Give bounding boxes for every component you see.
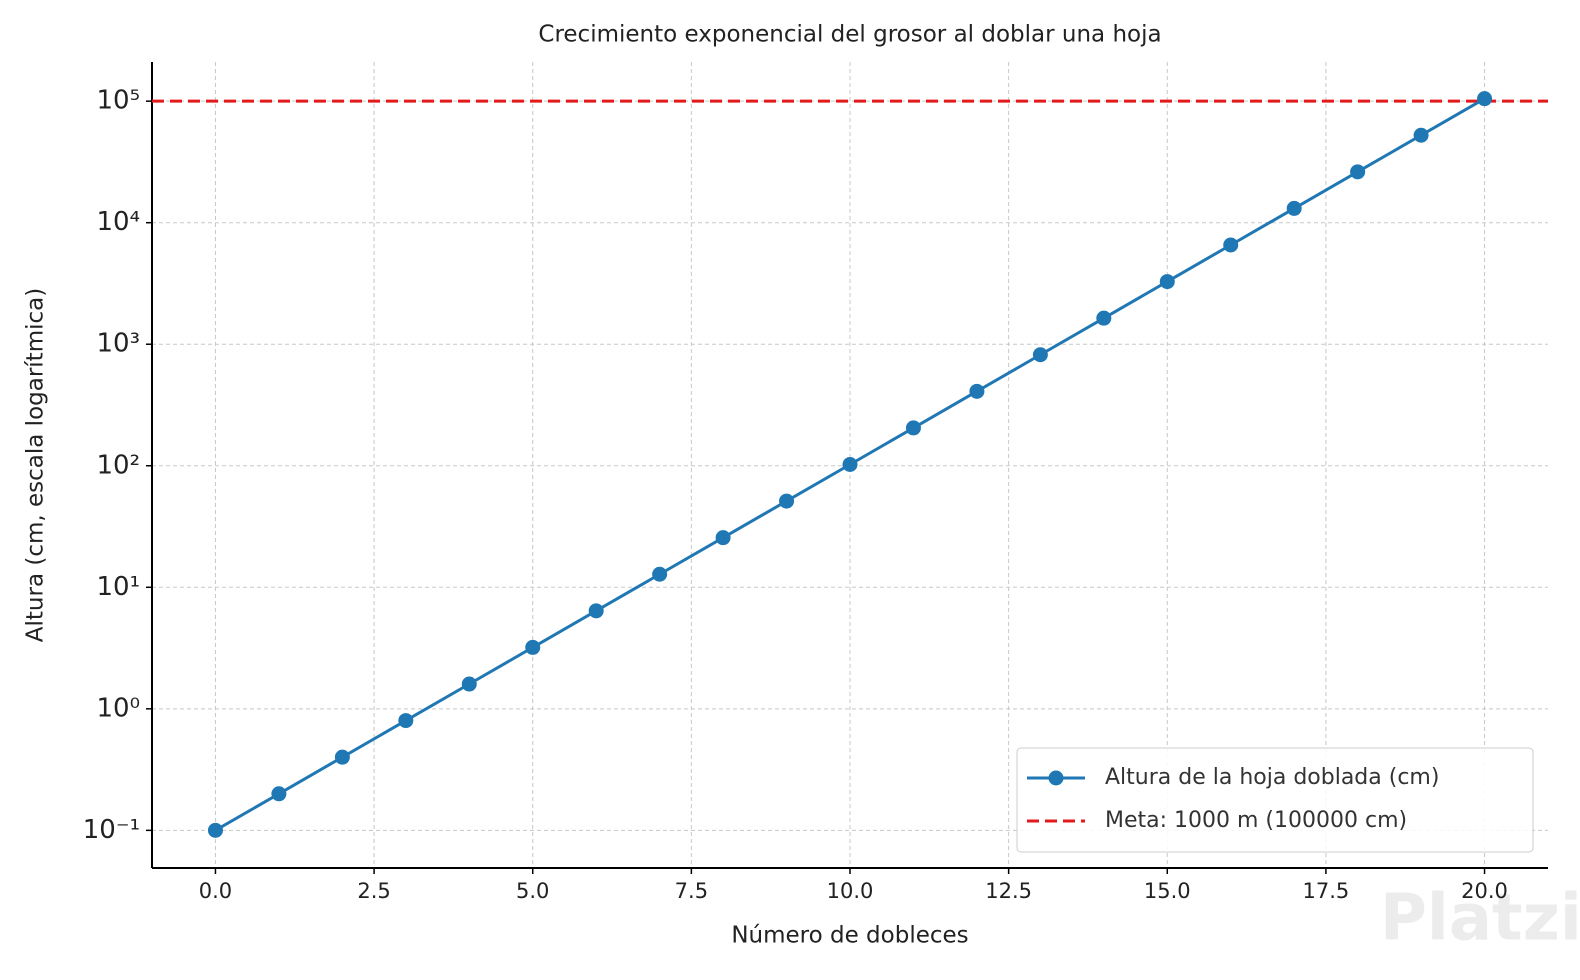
point bbox=[905, 420, 921, 436]
y-tick-label: 10² bbox=[96, 450, 140, 480]
watermark: Platzi bbox=[1380, 882, 1580, 956]
x-tick-label: 0.0 bbox=[199, 879, 232, 903]
point bbox=[652, 566, 668, 582]
point bbox=[1032, 347, 1048, 363]
point bbox=[1350, 164, 1366, 180]
point bbox=[1477, 91, 1493, 107]
point bbox=[461, 676, 477, 692]
legend-label: Altura de la hoja doblada (cm) bbox=[1105, 765, 1439, 790]
y-tick-label: 10⁴ bbox=[96, 207, 140, 237]
y-tick-label: 10³ bbox=[96, 329, 140, 359]
point bbox=[398, 713, 414, 729]
y-tick-label: 10⁻¹ bbox=[83, 815, 140, 845]
x-tick-label: 10.0 bbox=[827, 879, 874, 903]
point bbox=[715, 530, 731, 546]
x-tick-label: 7.5 bbox=[675, 879, 708, 903]
point bbox=[1096, 310, 1112, 326]
y-tick-label: 10⁰ bbox=[96, 693, 140, 723]
point bbox=[969, 383, 985, 399]
point bbox=[1159, 274, 1175, 290]
x-tick-label: 12.5 bbox=[985, 879, 1032, 903]
legend-label: Meta: 1000 m (100000 cm) bbox=[1105, 808, 1407, 833]
legend: Altura de la hoja doblada (cm) Meta: 1000… bbox=[1016, 747, 1534, 853]
point bbox=[271, 786, 287, 802]
y-tick-label: 10¹ bbox=[96, 572, 140, 602]
x-tick-label: 20.0 bbox=[1461, 879, 1508, 903]
point bbox=[1413, 127, 1429, 143]
point bbox=[588, 603, 604, 619]
point bbox=[1223, 237, 1239, 253]
y-axis-label: Altura (cm, escala logarítmica) bbox=[23, 288, 49, 642]
y-tick-label: 10⁵ bbox=[96, 86, 140, 116]
point bbox=[1286, 200, 1302, 216]
x-tick-label: 2.5 bbox=[357, 879, 390, 903]
point bbox=[779, 493, 795, 509]
legend-box bbox=[1016, 747, 1534, 853]
point bbox=[334, 749, 350, 765]
x-tick-label: 5.0 bbox=[516, 879, 549, 903]
point bbox=[207, 822, 223, 838]
x-axis-label: Número de dobleces bbox=[731, 923, 968, 949]
point bbox=[842, 457, 858, 473]
chart-title: Crecimiento exponencial del grosor al do… bbox=[538, 22, 1161, 48]
x-tick-label: 17.5 bbox=[1303, 879, 1350, 903]
legend-marker bbox=[1048, 770, 1064, 786]
point bbox=[525, 639, 541, 655]
x-tick-label: 15.0 bbox=[1144, 879, 1191, 903]
